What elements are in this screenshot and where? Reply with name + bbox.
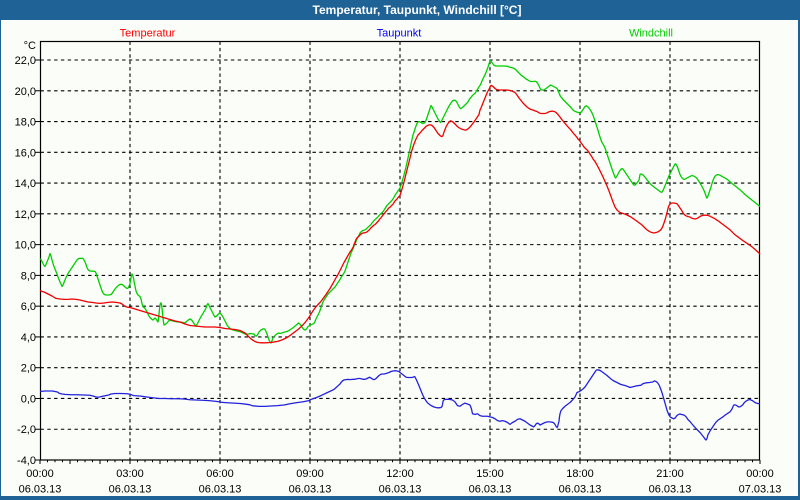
svg-text:Taupunkt: Taupunkt xyxy=(377,28,422,40)
svg-text:-2,0: -2,0 xyxy=(17,424,36,436)
svg-text:20,0: 20,0 xyxy=(15,86,36,98)
svg-text:21:00: 21:00 xyxy=(656,468,684,480)
svg-text:00:00: 00:00 xyxy=(746,468,774,480)
svg-text:06.03.13: 06.03.13 xyxy=(379,484,422,496)
svg-text:22,0: 22,0 xyxy=(15,55,36,67)
svg-text:Windchill: Windchill xyxy=(629,28,673,40)
svg-text:06.03.13: 06.03.13 xyxy=(109,484,152,496)
svg-text:03:00: 03:00 xyxy=(116,468,144,480)
svg-text:06.03.13: 06.03.13 xyxy=(289,484,332,496)
svg-text:06.03.13: 06.03.13 xyxy=(199,484,242,496)
svg-text:06.03.13: 06.03.13 xyxy=(469,484,512,496)
svg-text:06:00: 06:00 xyxy=(206,468,234,480)
svg-text:00:00: 00:00 xyxy=(26,468,54,480)
svg-text:12:00: 12:00 xyxy=(386,468,414,480)
svg-text:2,0: 2,0 xyxy=(21,363,36,375)
svg-text:15:00: 15:00 xyxy=(476,468,504,480)
svg-text:06.03.13: 06.03.13 xyxy=(559,484,602,496)
svg-text:07.03.13: 07.03.13 xyxy=(739,484,782,496)
svg-text:Temperatur: Temperatur xyxy=(120,28,176,40)
svg-text:14,0: 14,0 xyxy=(15,178,36,190)
svg-text:18,0: 18,0 xyxy=(15,117,36,129)
svg-text:-4,0: -4,0 xyxy=(17,455,36,467)
svg-text:8,0: 8,0 xyxy=(21,270,36,282)
svg-text:06.03.13: 06.03.13 xyxy=(649,484,692,496)
svg-text:°C: °C xyxy=(24,40,36,52)
svg-text:0,0: 0,0 xyxy=(21,393,36,405)
svg-text:6,0: 6,0 xyxy=(21,301,36,313)
svg-text:18:00: 18:00 xyxy=(566,468,594,480)
svg-text:10,0: 10,0 xyxy=(15,240,36,252)
svg-text:16,0: 16,0 xyxy=(15,147,36,159)
svg-text:09:00: 09:00 xyxy=(296,468,324,480)
svg-text:06.03.13: 06.03.13 xyxy=(19,484,62,496)
svg-text:4,0: 4,0 xyxy=(21,332,36,344)
svg-text:12,0: 12,0 xyxy=(15,209,36,221)
